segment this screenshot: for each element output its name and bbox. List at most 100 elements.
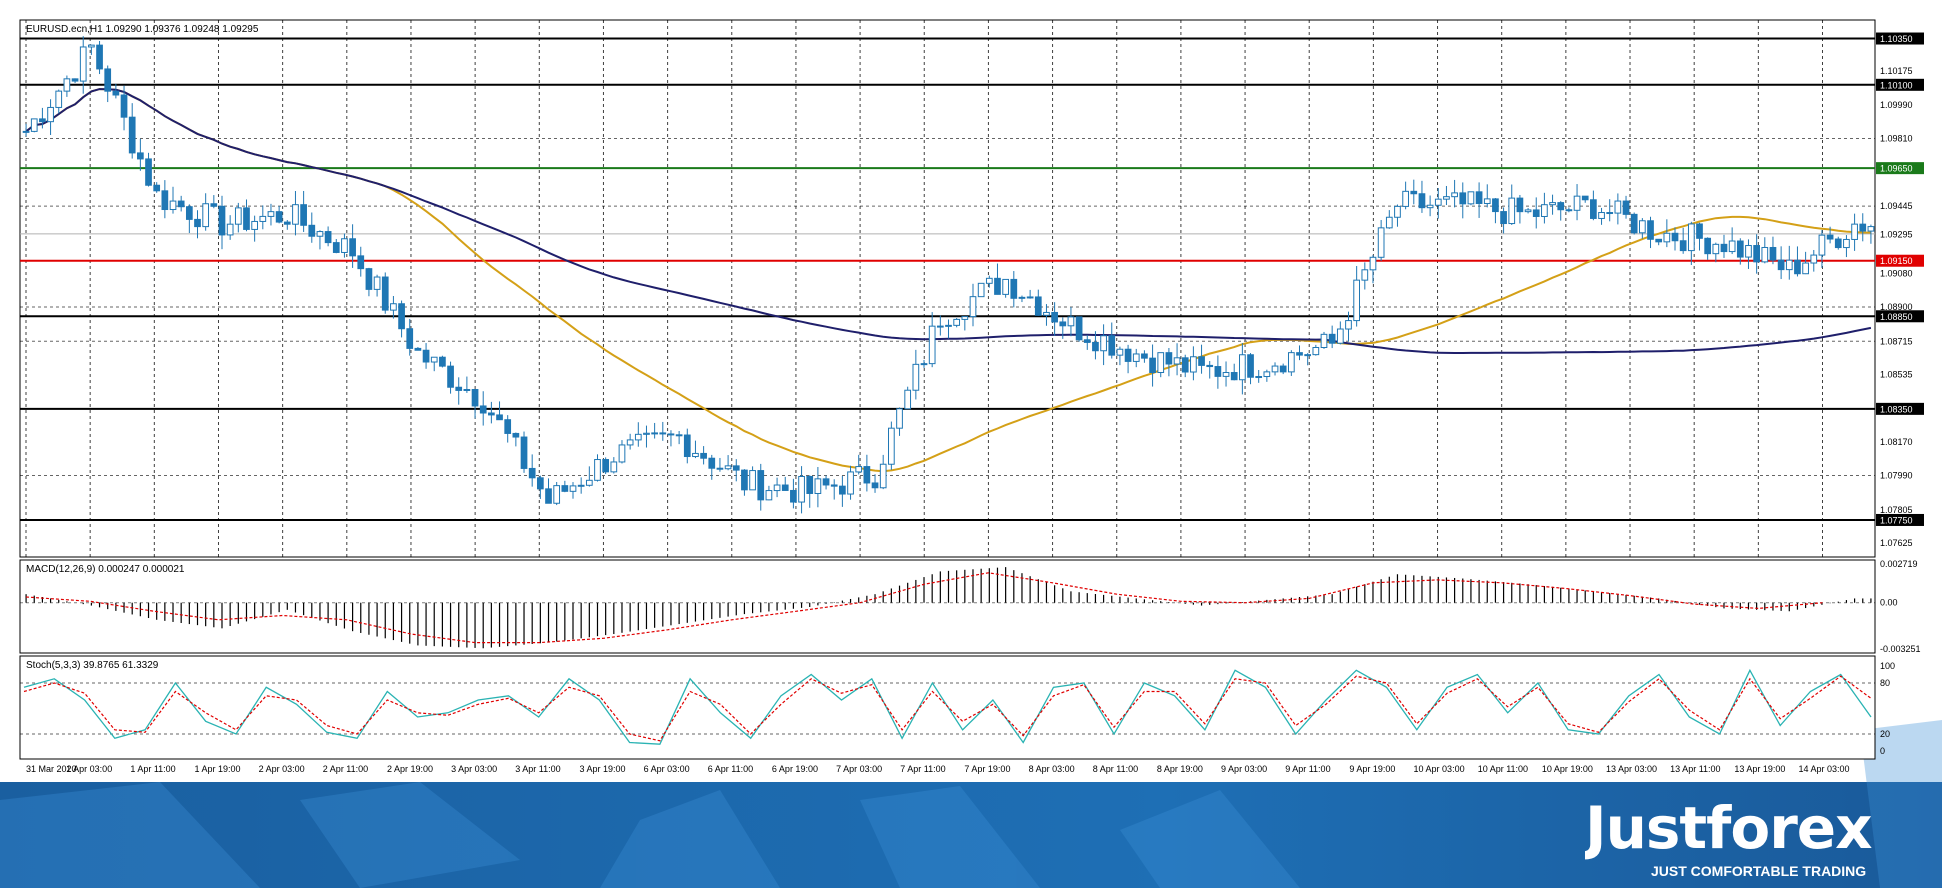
stoch-axis: 100 80 20 0: [1880, 661, 1895, 756]
candle-body: [79, 46, 87, 82]
time-tick-label: 3 Apr 11:00: [515, 764, 560, 774]
candle-body: [463, 389, 471, 392]
candle-body: [1638, 220, 1646, 234]
price-levels: 1.10350 1.10100 1.09650 1.09150 1.08850 1.083…: [20, 32, 1924, 526]
candle-body: [1394, 205, 1401, 218]
stoch-tick-label: 20: [1880, 729, 1890, 739]
candle-body: [1573, 195, 1581, 211]
candle-body: [275, 211, 283, 223]
candle-body: [1720, 243, 1728, 253]
candle-body: [1459, 192, 1467, 205]
candle-body: [1018, 296, 1026, 299]
candle-body: [1157, 352, 1165, 374]
stoch-tick-label: 80: [1880, 678, 1890, 688]
level-label: 1.10350: [1880, 34, 1913, 44]
level-label: 1.07750: [1880, 515, 1913, 525]
candle-body: [349, 238, 356, 257]
candle-body: [520, 436, 528, 469]
candle-body: [1271, 365, 1279, 373]
time-tick-label: 2 Apr 19:00: [387, 764, 433, 774]
candle-body: [912, 363, 920, 391]
macd-pane: [19, 559, 1876, 654]
level-label: 1.08850: [1880, 312, 1913, 322]
candle-body: [1467, 191, 1475, 205]
candle-body: [814, 478, 822, 494]
candle-body: [1345, 320, 1352, 330]
candle-body: [1320, 333, 1328, 348]
candle-body: [1745, 245, 1752, 258]
candle-body: [1255, 376, 1263, 379]
candle-body: [896, 408, 903, 429]
candle-body: [545, 488, 552, 504]
candle-body: [667, 433, 675, 436]
logo-brand: Justforex: [1585, 794, 1872, 862]
candle-body: [634, 433, 642, 441]
candle-body: [1149, 357, 1156, 374]
time-tick-label: 7 Apr 03:00: [836, 764, 882, 774]
time-tick-label: 1 Apr 03:00: [66, 764, 112, 774]
time-tick-label: 13 Apr 19:00: [1734, 764, 1785, 774]
moving-averages: [25, 88, 1872, 473]
candle-body: [1671, 232, 1679, 242]
candle-body: [1279, 365, 1287, 373]
candle-body: [602, 459, 610, 473]
price-tick-label: 1.09990: [1880, 100, 1913, 110]
candle-body: [1565, 209, 1573, 212]
candle-body: [741, 469, 748, 491]
candle-body: [1622, 200, 1630, 215]
candle-body: [920, 363, 928, 366]
candle-body: [316, 231, 324, 237]
candle-body: [300, 204, 307, 226]
time-tick-label: 10 Apr 11:00: [1478, 764, 1528, 774]
candle-body: [1728, 240, 1736, 253]
candle-body: [806, 475, 814, 494]
candle-body: [822, 478, 830, 486]
candle-body: [373, 276, 381, 290]
candle-body: [1663, 232, 1671, 243]
candle-body: [496, 414, 503, 421]
time-tick-label: 10 Apr 03:00: [1414, 764, 1465, 774]
candle-body: [1418, 193, 1426, 209]
candle-body: [626, 439, 634, 446]
time-tick-label: 13 Apr 11:00: [1670, 764, 1720, 774]
time-tick-label: 6 Apr 11:00: [708, 764, 753, 774]
time-tick-label: 9 Apr 19:00: [1349, 764, 1395, 774]
candle-body: [1181, 357, 1189, 373]
candle-body: [773, 484, 781, 492]
candle-body: [365, 268, 373, 290]
candle-body: [1190, 356, 1197, 373]
candle-body: [1434, 198, 1442, 206]
candle-body: [1051, 311, 1058, 323]
candle-body: [1647, 220, 1654, 240]
level-label: 1.10100: [1880, 80, 1913, 90]
candle-body: [1369, 256, 1377, 271]
candle-body: [1712, 243, 1720, 255]
candle-body: [390, 303, 397, 311]
candle-body: [128, 116, 136, 154]
candle-body: [1141, 353, 1148, 359]
candle-body: [1598, 212, 1605, 219]
candle-body: [928, 325, 936, 365]
candle-body: [1067, 316, 1075, 327]
candle-body: [708, 457, 716, 469]
level-label-bg: [1876, 513, 1924, 526]
candle-body: [267, 211, 275, 217]
candle-body: [1704, 237, 1712, 255]
candle-body: [1092, 341, 1099, 352]
stoch-title: Stoch(5,3,3) 39.8765 61.3329: [26, 660, 159, 671]
time-tick-label: 2 Apr 03:00: [259, 764, 305, 774]
candle-body: [1761, 246, 1769, 263]
candle-body: [1483, 198, 1491, 204]
price-tick-label: 1.08900: [1880, 302, 1913, 312]
candle-body: [324, 231, 332, 244]
time-tick-label: 1 Apr 11:00: [130, 764, 175, 774]
candle-body: [1108, 335, 1116, 356]
candle-body: [1655, 238, 1663, 243]
candle-body: [1516, 197, 1524, 213]
candle-body: [455, 386, 463, 391]
level-label: 1.09150: [1880, 256, 1913, 266]
symbol-info: EURUSD.ecn,H1 1.09290 1.09376 1.09248 1.…: [26, 24, 259, 35]
candle-body: [1581, 195, 1589, 201]
candle-body: [561, 485, 569, 492]
